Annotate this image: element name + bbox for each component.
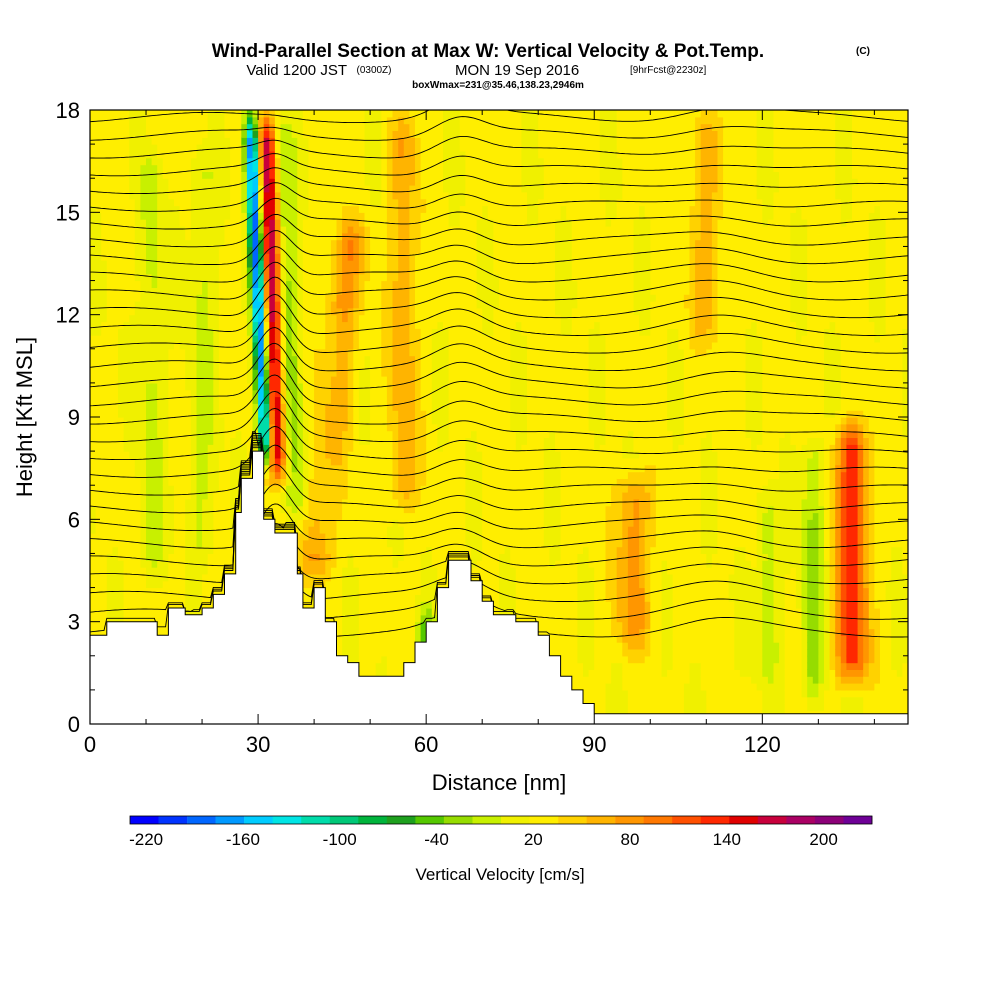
- colorbar-swatch: [472, 816, 502, 824]
- isentrope-line: [90, 390, 908, 443]
- colorbar-swatch: [786, 816, 816, 824]
- colorbar-tick-label: 20: [524, 830, 543, 849]
- isentrope-line: [90, 246, 908, 283]
- isentrope-line: [90, 445, 908, 620]
- isentropes: [90, 110, 908, 638]
- isentrope-line: [90, 153, 908, 177]
- chart-title: Wind-Parallel Section at Max W: Vertical…: [212, 41, 764, 62]
- colorbar-swatch: [843, 816, 873, 824]
- isentrope-line: [90, 213, 908, 248]
- isentrope-line: [90, 135, 908, 159]
- subtitle: Valid 1200 JST (0300Z) MON 19 Sep 2016 […: [246, 62, 706, 79]
- colorbar-swatch: [301, 816, 330, 824]
- y-tick-label: 12: [56, 303, 80, 328]
- colorbar: -220 -160 -100 -40 20 80 140 200: [129, 815, 873, 849]
- plot-area: [90, 110, 908, 724]
- isentrope-line: [90, 425, 908, 478]
- colorbar-swatch: [672, 816, 701, 824]
- y-tick-label: 15: [56, 200, 80, 225]
- colorbar-label: Vertical Velocity [cm/s]: [415, 865, 584, 884]
- colorbar-swatch: [158, 816, 188, 824]
- colorbar-swatch: [130, 816, 159, 824]
- colorbar-tick-label: 140: [713, 830, 741, 849]
- colorbar-swatch: [244, 816, 273, 824]
- valid-utc: (0300Z): [356, 65, 391, 76]
- colorbar-tick-label: -160: [226, 830, 260, 849]
- isentrope-line: [90, 261, 908, 301]
- colorbar-swatch: [729, 816, 759, 824]
- colorbar-swatch: [187, 816, 216, 824]
- isentrope-line: [90, 276, 908, 319]
- colorbar-swatch: [529, 816, 559, 824]
- colorbar-swatch: [700, 816, 730, 824]
- valid-prefix: Valid 1200 JST: [246, 62, 347, 79]
- isentrope-line: [90, 443, 908, 602]
- colorbar-swatch: [501, 816, 530, 824]
- colorbar-swatch: [814, 816, 844, 824]
- box-info: boxWmax=231@35.46,138.23,2946m: [412, 80, 584, 91]
- y-tick-label: 18: [56, 98, 80, 123]
- valid-date: MON 19 Sep 2016: [455, 62, 579, 79]
- isentrope-line: [90, 358, 908, 407]
- isentrope-line: [90, 182, 908, 212]
- colorbar-tick-label: -100: [323, 830, 357, 849]
- isentrope-line: [90, 433, 908, 496]
- isentrope-line: [90, 408, 908, 461]
- isentrope-line: [90, 327, 908, 372]
- colorbar-frame: [129, 815, 873, 825]
- y-tick-label: 3: [68, 610, 80, 635]
- x-tick-label: 30: [246, 732, 270, 757]
- y-axis: 0 3 6 9 12 15 18: [56, 98, 908, 737]
- x-tick-label: 120: [744, 732, 781, 757]
- y-tick-label: 9: [68, 405, 80, 430]
- isentrope-line: [90, 116, 908, 141]
- x-axis-label: Distance [nm]: [432, 770, 567, 795]
- title-units: (C): [856, 46, 870, 57]
- isentrope-line: [90, 438, 908, 549]
- colorbar-tick-label: 80: [621, 830, 640, 849]
- colorbar-swatch: [558, 816, 587, 824]
- isentrope-line: [90, 447, 908, 638]
- x-tick-label: 0: [84, 732, 96, 757]
- x-axis: 0 30 60 90 120: [84, 110, 875, 757]
- colorbar-swatch: [358, 816, 388, 824]
- colorbar-swatch: [329, 816, 359, 824]
- colorbar-swatch: [615, 816, 644, 824]
- colorbar-swatch: [272, 816, 302, 824]
- colorbar-tick-label: -40: [424, 830, 449, 849]
- colorbar-swatch: [386, 816, 416, 824]
- isentrope-line: [90, 342, 908, 390]
- isentrope-line: [90, 434, 908, 514]
- isentrope-line: [90, 310, 908, 354]
- x-tick-label: 90: [582, 732, 606, 757]
- colorbar-tick-label: 200: [809, 830, 837, 849]
- isentrope-line: [90, 230, 908, 265]
- colorbar-swatch: [757, 816, 787, 824]
- isentrope-line: [90, 197, 908, 230]
- colorbar-swatch: [643, 816, 673, 824]
- isentrope-line: [90, 293, 908, 336]
- terrain: [90, 450, 908, 724]
- colorbar-tick-label: -220: [129, 830, 163, 849]
- colorbar-swatch: [586, 816, 616, 824]
- isentrope-line: [90, 440, 908, 567]
- y-axis-label: Height [Kft MSL]: [12, 337, 37, 497]
- forecast-label: [9hrFcst@2230z]: [630, 65, 707, 76]
- colorbar-swatch: [443, 816, 473, 824]
- isentrope-line: [90, 436, 908, 532]
- y-tick-label: 0: [68, 712, 80, 737]
- colorbar-swatch: [415, 816, 445, 824]
- x-tick-label: 60: [414, 732, 438, 757]
- isentrope-line: [90, 110, 908, 124]
- isentrope-line: [90, 167, 908, 195]
- isentrope-line: [90, 374, 908, 425]
- colorbar-swatch: [215, 816, 245, 824]
- y-tick-label: 6: [68, 507, 80, 532]
